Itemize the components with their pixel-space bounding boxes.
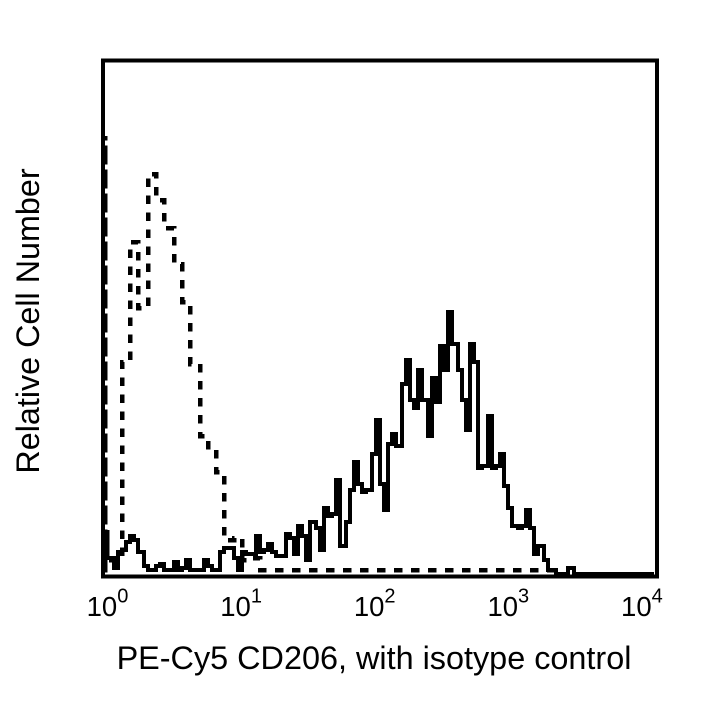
- svg-text:100: 100: [87, 586, 129, 623]
- svg-text:PE-Cy5 CD206, with isotype con: PE-Cy5 CD206, with isotype control: [117, 640, 632, 676]
- svg-text:Relative Cell Number: Relative Cell Number: [10, 168, 46, 473]
- svg-text:103: 103: [487, 586, 529, 623]
